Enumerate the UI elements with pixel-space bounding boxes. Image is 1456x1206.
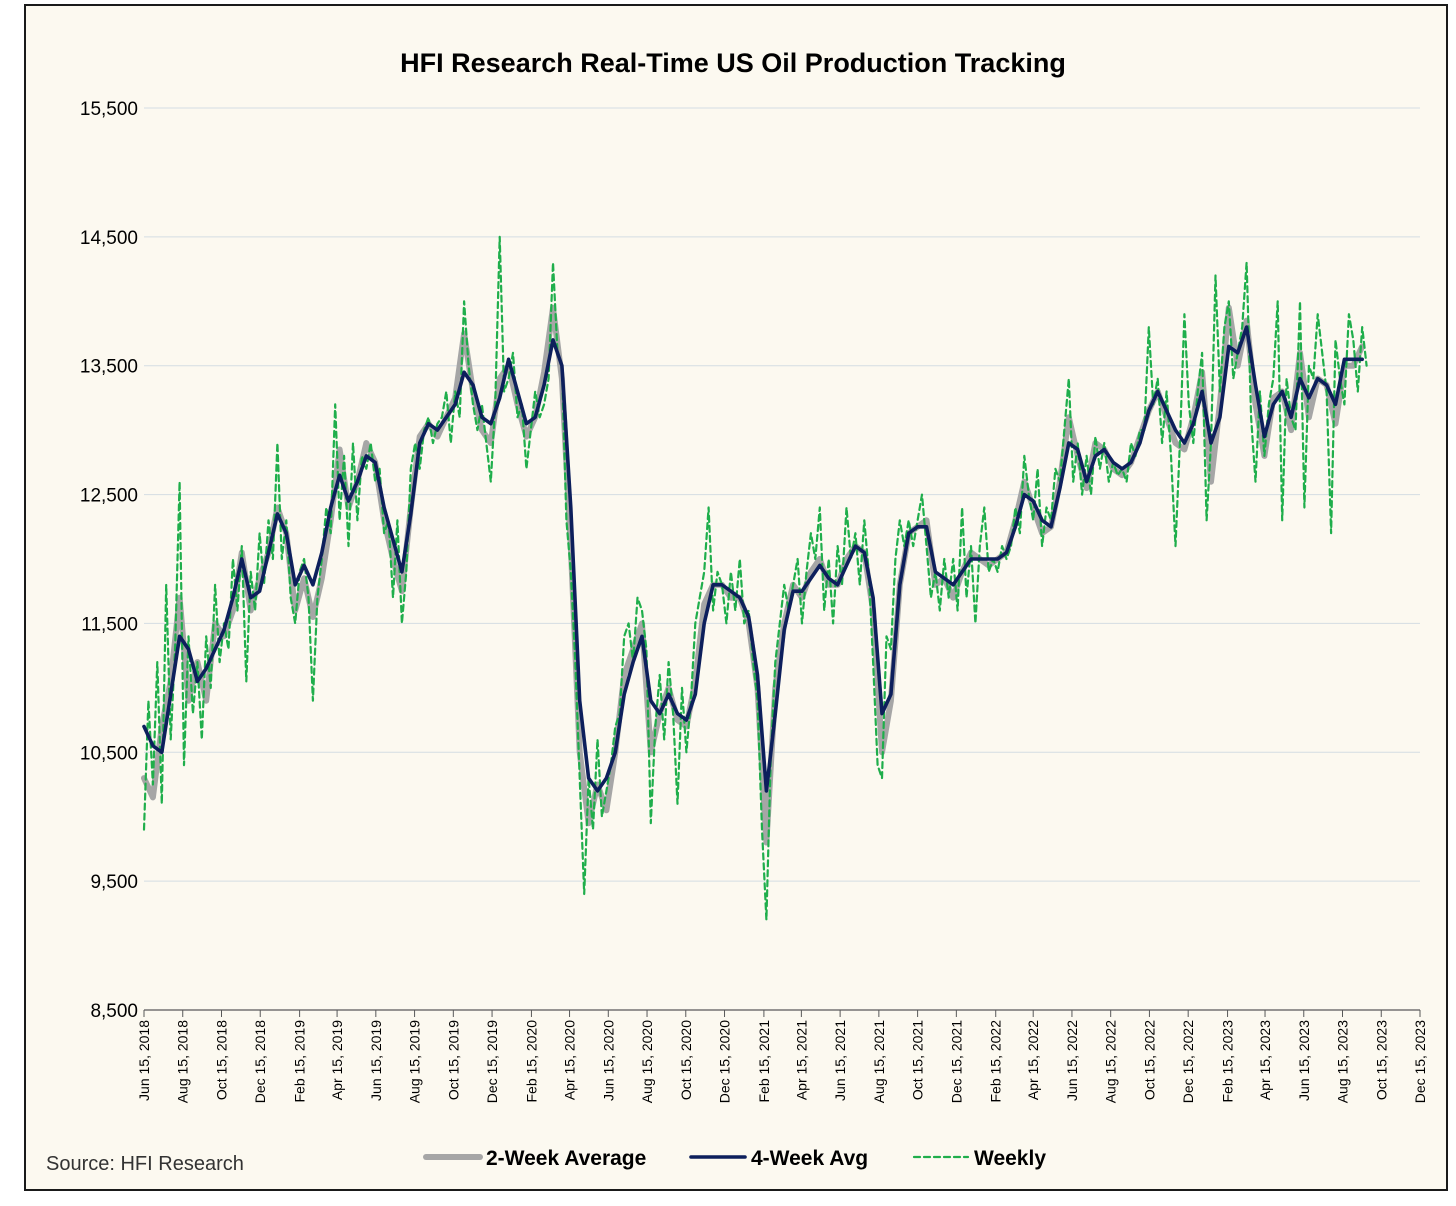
x-tick-label: Apr 15, 2023 [1257,1020,1273,1100]
y-tick-label: 14,500 [80,228,138,249]
x-tick-label: Oct 15, 2021 [910,1020,926,1100]
x-tick-label: Oct 15, 2020 [678,1020,694,1100]
y-tick-label: 8,500 [90,1001,138,1022]
x-tick-label: Apr 15, 2021 [793,1020,809,1100]
x-tick-label: Apr 15, 2020 [562,1020,578,1100]
x-tick-label: Apr 15, 2022 [1025,1020,1041,1100]
x-tick-label: Apr 15, 2019 [329,1020,345,1100]
x-tick-label: Dec 15, 2018 [252,1020,268,1103]
x-tick-label: Aug 15, 2020 [639,1020,655,1104]
x-tick-label: Aug 15, 2021 [871,1020,887,1104]
legend-label: 4-Week Avg [751,1147,868,1170]
chart-title: HFI Research Real-Time US Oil Production… [400,48,1066,78]
x-tick-label: Jun 15, 2022 [1064,1020,1080,1101]
y-tick-label: 10,500 [80,743,138,764]
source-note: Source: HFI Research [46,1153,244,1175]
x-tick-label: Dec 15, 2020 [717,1020,733,1103]
series-line-1 [141,304,1366,846]
y-axis: 8,500 9,500 10,500 11,500 12,500 13,500 14,500… [80,99,138,1022]
x-tick-label: Dec 15, 2022 [1180,1020,1196,1103]
x-tick-label: Dec 15, 2021 [948,1020,964,1103]
x-tick-label: Feb 15, 2022 [988,1020,1004,1103]
series-line-3 [142,235,1368,921]
x-tick-label: Oct 15, 2018 [213,1020,229,1100]
legend: 2-Week Average 4-Week Avg Weekly [423,1147,1046,1170]
y-tick-label: 13,500 [80,357,138,378]
x-tick-label: Aug 15, 2019 [407,1020,423,1104]
x-tick-label: Oct 15, 2022 [1141,1020,1157,1100]
y-tick-label: 12,500 [80,486,138,507]
legend-label: 2-Week Average [486,1147,646,1170]
legend-label: Weekly [974,1147,1046,1170]
x-axis: Jun 15, 2018 Aug 15, 2018 Oct 15, 2018 Dec … [136,1009,1428,1104]
x-tick-label: Jun 15, 2018 [136,1020,152,1101]
x-tick-label: Feb 15, 2020 [523,1020,539,1103]
x-tick-label: Aug 15, 2018 [175,1020,191,1104]
chart-svg: HFI Research Real-Time US Oil Production… [46,48,1428,1175]
x-tick-label: Feb 15, 2021 [756,1020,772,1103]
series-layer [141,235,1368,921]
x-tick-label: Aug 15, 2023 [1335,1020,1351,1104]
y-tick-label: 15,500 [80,99,138,120]
x-tick-label: Feb 15, 2019 [292,1020,308,1103]
x-tick-label: Jun 15, 2020 [600,1020,616,1101]
x-tick-label: Jun 15, 2019 [368,1020,384,1101]
x-tick-label: Jun 15, 2023 [1296,1020,1312,1101]
series-line-2 [142,325,1364,793]
x-tick-label: Oct 15, 2019 [445,1020,461,1100]
x-tick-label: Feb 15, 2023 [1220,1020,1236,1103]
x-tick-label: Dec 15, 2019 [484,1020,500,1103]
x-tick-label: Aug 15, 2022 [1103,1020,1119,1104]
y-tick-label: 11,500 [81,614,138,635]
y-tick-label: 9,500 [90,872,138,893]
x-tick-label: Oct 15, 2023 [1373,1020,1389,1100]
x-tick-label: Dec 15, 2023 [1412,1020,1428,1103]
x-tick-label: Jun 15, 2021 [832,1020,848,1101]
chart-frame: HFI Research Real-Time US Oil Production… [24,4,1448,1191]
